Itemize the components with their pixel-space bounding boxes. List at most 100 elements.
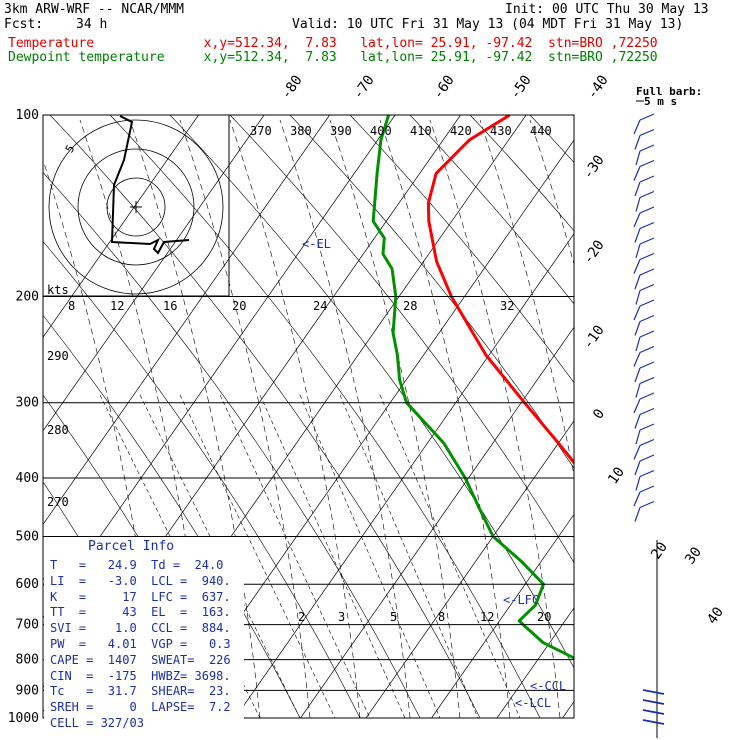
isotherm-line bbox=[43, 115, 330, 526]
moist-adiabat bbox=[479, 119, 574, 477]
isotherm-line bbox=[43, 115, 265, 432]
plot-frame bbox=[42, 114, 575, 719]
mixing-ratio-line bbox=[259, 394, 406, 718]
theta-label: 410 bbox=[410, 124, 432, 138]
wind-barb bbox=[633, 299, 655, 321]
parcel-info-row: PW = 4.01 VGP = 0.3 bbox=[50, 637, 231, 651]
dry-adiabat bbox=[43, 172, 421, 718]
pressure-label: 1000 bbox=[8, 711, 39, 726]
mixing-ratio-label: 20 bbox=[537, 610, 551, 624]
isotherm-line bbox=[234, 233, 574, 718]
theta-side-label: 270 bbox=[47, 495, 69, 509]
wind-barb bbox=[634, 500, 655, 522]
hodograph-scale-label: 24 bbox=[313, 299, 327, 313]
moist-adiabat bbox=[179, 119, 311, 718]
right-temperature-label: -10 bbox=[580, 322, 608, 352]
wind-barb bbox=[634, 268, 655, 290]
level-mark-label: <-EL bbox=[302, 237, 331, 251]
hodograph-scale-label: 8 bbox=[68, 299, 75, 313]
level-mark-label: <-LFC bbox=[503, 593, 539, 607]
hodograph-scale-label: 12 bbox=[110, 299, 124, 313]
parcel-info-row: SREH = 0 LAPSE= 7.2 bbox=[50, 700, 231, 715]
right-temperature-label: 0 bbox=[590, 406, 608, 422]
parcel-info-title: Parcel Info bbox=[88, 539, 175, 554]
theta-label: 440 bbox=[530, 124, 552, 138]
surface-barbs bbox=[642, 689, 665, 725]
wind-barb bbox=[634, 221, 655, 243]
mixing-ratio-line bbox=[339, 394, 479, 718]
theta-label: 400 bbox=[370, 124, 392, 138]
wind-barb bbox=[635, 376, 655, 398]
model-title: 3km ARW-WRF -- NCAR/MMM bbox=[4, 2, 185, 17]
top-temperature-label: -50 bbox=[507, 72, 535, 102]
isotherm-line bbox=[300, 326, 574, 718]
mixing-ratio-line bbox=[179, 394, 336, 718]
wind-barb bbox=[633, 345, 655, 367]
plot-area bbox=[43, 115, 574, 718]
wind-barb bbox=[633, 392, 655, 414]
hodograph-ring-outer bbox=[48, 119, 224, 295]
hodograph-scale-label: kts bbox=[47, 283, 69, 297]
mixing-ratio-label: 12 bbox=[480, 610, 494, 624]
moist-adiabat bbox=[329, 119, 461, 718]
mixing-ratio-line bbox=[379, 394, 521, 718]
dry-adiabat bbox=[289, 115, 574, 469]
isotherm-line bbox=[496, 607, 574, 718]
wind-barb bbox=[635, 237, 655, 259]
theta-label: 390 bbox=[330, 124, 352, 138]
hodograph-scale-label: 32 bbox=[500, 299, 514, 313]
right-temperature-label: -30 bbox=[580, 152, 608, 182]
theta-label: 380 bbox=[290, 124, 312, 138]
moist-adiabat bbox=[529, 119, 574, 266]
right-temperature-label: 30 bbox=[682, 544, 705, 567]
wind-barb bbox=[635, 423, 655, 445]
wind-barb bbox=[635, 330, 655, 352]
parcel-info-row: CIN = -175 HWBZ= 3698. bbox=[50, 668, 231, 683]
isotherm-line bbox=[43, 115, 199, 338]
temperature-trace bbox=[426, 115, 574, 465]
right-temperature-label: 10 bbox=[605, 464, 628, 487]
dewpoint-legend: Dewpoint temperature x,y=512.34, 7.83 la… bbox=[8, 50, 658, 65]
mixing-ratio-label: 2 bbox=[298, 610, 305, 624]
top-temperature-label: -40 bbox=[584, 72, 612, 102]
hodograph-ring-mid bbox=[77, 148, 195, 266]
parcel-info-row: T = 24.9 Td = 24.0 bbox=[50, 558, 224, 572]
init-time: Init: 00 UTC Thu 30 May 13 bbox=[505, 2, 709, 17]
theta-label: 430 bbox=[490, 124, 512, 138]
hodograph-scale-label: 20 bbox=[232, 299, 246, 313]
dry-adiabat bbox=[49, 115, 481, 718]
pressure-label: 600 bbox=[16, 577, 39, 592]
parcel-info-row: TT = 43 EL = 163. bbox=[50, 605, 231, 620]
barb-legend-unit: 5 m s bbox=[644, 95, 677, 108]
mixing-ratio-line bbox=[219, 394, 371, 718]
pressure-label: 700 bbox=[16, 618, 39, 633]
isotherm-line bbox=[562, 700, 574, 718]
parcel-info-row: CAPE = 1407 SWEAT= 226 bbox=[50, 652, 231, 667]
top-temperature-label: -80 bbox=[278, 72, 306, 102]
dry-adiabat bbox=[109, 115, 541, 718]
wind-barb bbox=[634, 454, 655, 476]
hodograph-trace bbox=[110, 115, 190, 255]
theta-side-label: 290 bbox=[47, 349, 69, 363]
wind-barb bbox=[633, 485, 655, 507]
wind-barb bbox=[634, 361, 655, 383]
isotherm-line bbox=[365, 420, 574, 718]
parcel-info-row: K = 17 LFC = 637. bbox=[50, 589, 231, 604]
right-temperature-label: 20 bbox=[648, 539, 671, 562]
dry-adiabat bbox=[43, 240, 361, 718]
wind-barb bbox=[633, 159, 655, 181]
dry-adiabat bbox=[43, 314, 301, 718]
dry-adiabat bbox=[229, 115, 574, 564]
wind-barb bbox=[633, 113, 655, 135]
moist-adiabat bbox=[279, 119, 411, 718]
pressure-label: 500 bbox=[16, 529, 39, 544]
wind-barb bbox=[635, 190, 655, 212]
pressure-label: 400 bbox=[16, 471, 39, 486]
parcel-info-panel: Parcel Info T = 24.9 Td = 24.0 LI = -3.0 … bbox=[44, 537, 244, 733]
wind-barb bbox=[635, 144, 655, 166]
dry-adiabat bbox=[349, 115, 574, 384]
wind-barb bbox=[634, 175, 655, 197]
pressure-label: 200 bbox=[16, 290, 39, 305]
temperature-legend: Temperature x,y=512.34, 7.83 lat,lon= 25… bbox=[8, 36, 658, 51]
